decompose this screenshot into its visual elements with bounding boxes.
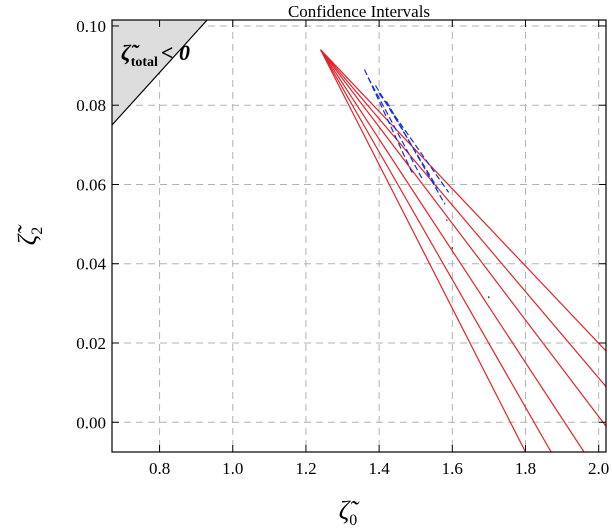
- plot-area: [112, 20, 606, 452]
- y-tick-label: 0.08: [76, 96, 106, 115]
- blue-dashed-contour: [363, 69, 413, 173]
- y-tick-label: 0.00: [76, 413, 106, 432]
- excluded-region-boundary: [112, 20, 208, 126]
- x-axis-label: ζ̃0: [339, 496, 361, 529]
- y-tick-label: 0.02: [76, 334, 106, 353]
- x-tick-label: 1.2: [295, 459, 316, 478]
- chart-title: Confidence Intervals: [288, 2, 430, 21]
- grid-lines: [112, 20, 606, 452]
- plot-frame: [111, 19, 607, 453]
- red-contour-line: [320, 49, 606, 387]
- x-tick-label: 2.0: [588, 459, 609, 478]
- blue-dashed-contour: [378, 92, 450, 193]
- blue-dashed-contour: [385, 100, 446, 205]
- y-tick-label: 0.06: [76, 175, 106, 194]
- y-tick-label: 0.10: [76, 17, 106, 36]
- red-contour-line: [320, 49, 606, 352]
- x-tick-label: 0.8: [149, 459, 170, 478]
- x-tick-label: 1.0: [222, 459, 243, 478]
- x-tick-label: 1.6: [442, 459, 463, 478]
- x-tick-label: 1.4: [369, 459, 391, 478]
- red-contour-line: [320, 49, 585, 452]
- excluded-region-label: ζ̃total < 0: [121, 40, 190, 70]
- blue-dashed-contour: [367, 77, 424, 181]
- y-tick-label: 0.04: [76, 255, 106, 274]
- red-contour-line: [320, 49, 552, 452]
- red-contour-line: [320, 49, 527, 452]
- x-tick-label: 1.8: [515, 459, 536, 478]
- red-contour-line: [320, 49, 606, 427]
- axis-ticks: 0.8 1.0 1.2 1.4 1.6 1.8 2.0 0.00 0.02 0.04 0.06 0.0…: [76, 17, 609, 478]
- y-axis-label: ζ̃2: [13, 224, 46, 246]
